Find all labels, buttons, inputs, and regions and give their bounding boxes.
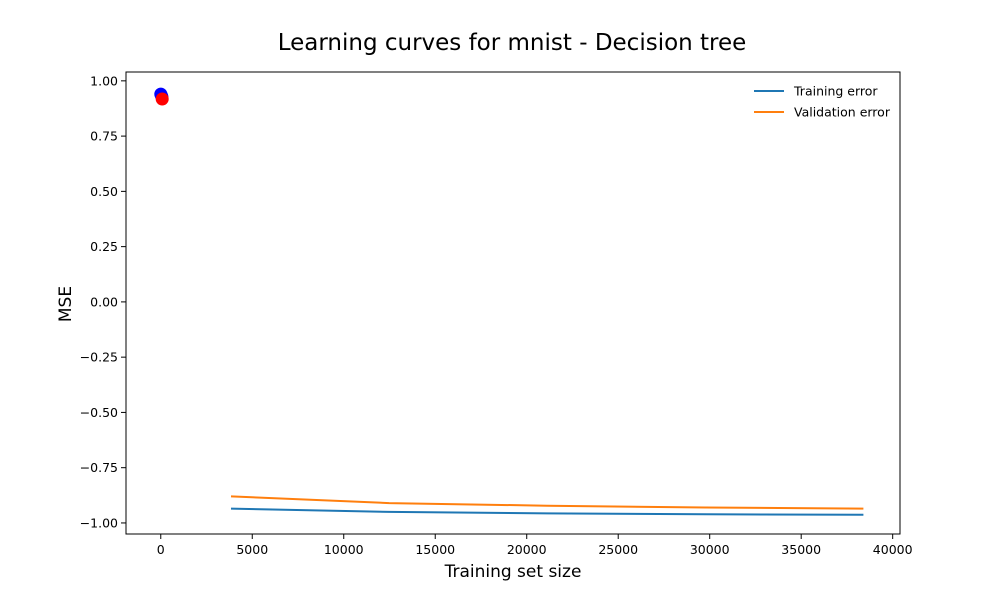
y-tick-label: −0.50 — [80, 405, 118, 420]
x-tick-label: 40000 — [873, 542, 913, 557]
x-tick-label: 10000 — [324, 542, 364, 557]
y-tick-label: 0.75 — [90, 129, 118, 144]
y-tick-label: −1.00 — [80, 515, 118, 530]
chart-title: Learning curves for mnist - Decision tre… — [278, 30, 747, 56]
x-tick-label: 5000 — [236, 542, 268, 557]
y-tick-label: 0.25 — [90, 239, 118, 254]
series-line-validation-error — [230, 495, 864, 510]
x-axis-ticks: 0 5000 10000 15000 20000 25000 30000 35000 40000 — [157, 534, 913, 557]
y-tick-label: −0.75 — [80, 460, 118, 475]
legend-label: Validation error — [794, 105, 891, 120]
x-tick-label: 20000 — [507, 542, 547, 557]
x-tick-label: 15000 — [415, 542, 455, 557]
legend: Training error Validation error — [754, 84, 891, 120]
y-axis-ticks: −1.00 −0.75 −0.50 −0.25 0.00 0.25 0.50 0.75 1.00 — [80, 73, 126, 530]
y-tick-label: 0.50 — [90, 184, 118, 199]
y-tick-label: 1.00 — [90, 73, 118, 88]
x-tick-label: 30000 — [690, 542, 730, 557]
scatter-point-red-0 — [155, 92, 169, 106]
y-axis-label: MSE — [56, 286, 76, 322]
x-tick-label: 0 — [157, 542, 165, 557]
x-axis-label: Training set size — [444, 562, 582, 582]
x-tick-label: 35000 — [781, 542, 821, 557]
y-tick-label: −0.25 — [80, 350, 118, 365]
plot-frame — [125, 71, 901, 535]
plot-area — [125, 71, 901, 535]
x-tick-label: 25000 — [598, 542, 638, 557]
y-tick-label: 0.00 — [90, 294, 118, 309]
legend-label: Training error — [793, 84, 878, 99]
series-line-training-error — [230, 507, 864, 516]
